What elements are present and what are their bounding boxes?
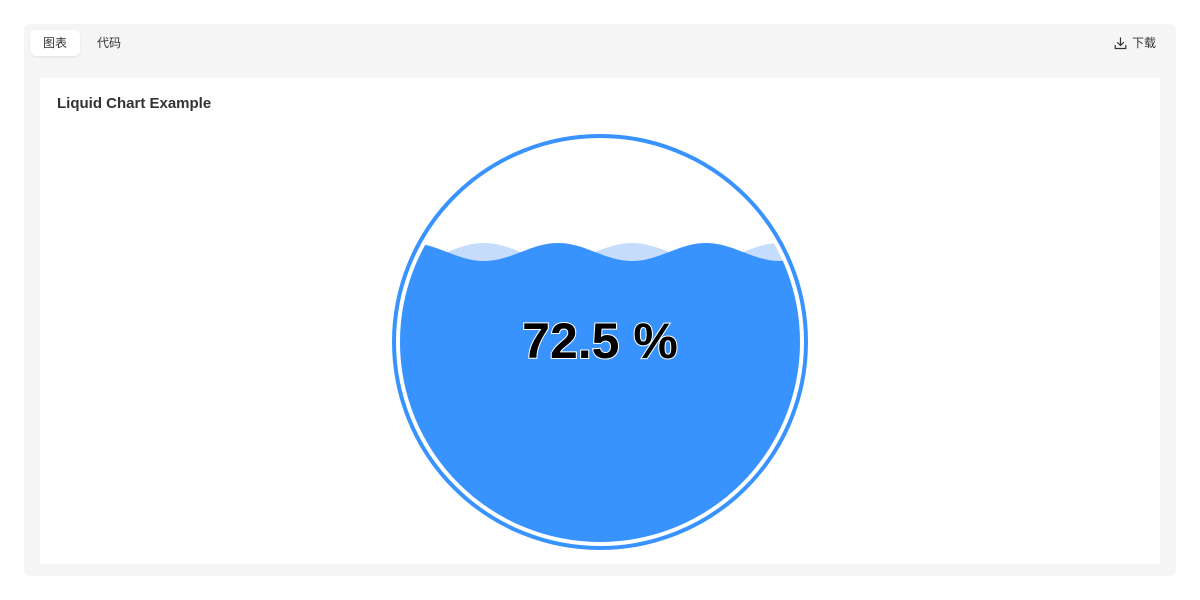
- download-icon: [1114, 36, 1127, 50]
- liquid-fill-group: [400, 243, 800, 542]
- liquid-front-wave: [400, 243, 800, 542]
- liquid-chart: 72.5 %: [392, 134, 808, 550]
- liquid-outline: [392, 134, 808, 550]
- chart-card: Liquid Chart Example 72.5 %: [40, 78, 1160, 564]
- tab-chart[interactable]: 图表: [30, 30, 81, 56]
- liquid-value-label: 72.5 %: [522, 313, 678, 369]
- chart-panel: 图表 代码 下载 Liquid Chart Example 72.5 %: [24, 24, 1176, 576]
- download-label: 下载: [1131, 36, 1156, 50]
- tab-code[interactable]: 代码: [97, 36, 122, 50]
- chart-title: Liquid Chart Example: [57, 95, 212, 112]
- panel-toolbar: 图表 代码 下载: [24, 24, 1176, 62]
- download-button[interactable]: 下载: [1114, 30, 1156, 56]
